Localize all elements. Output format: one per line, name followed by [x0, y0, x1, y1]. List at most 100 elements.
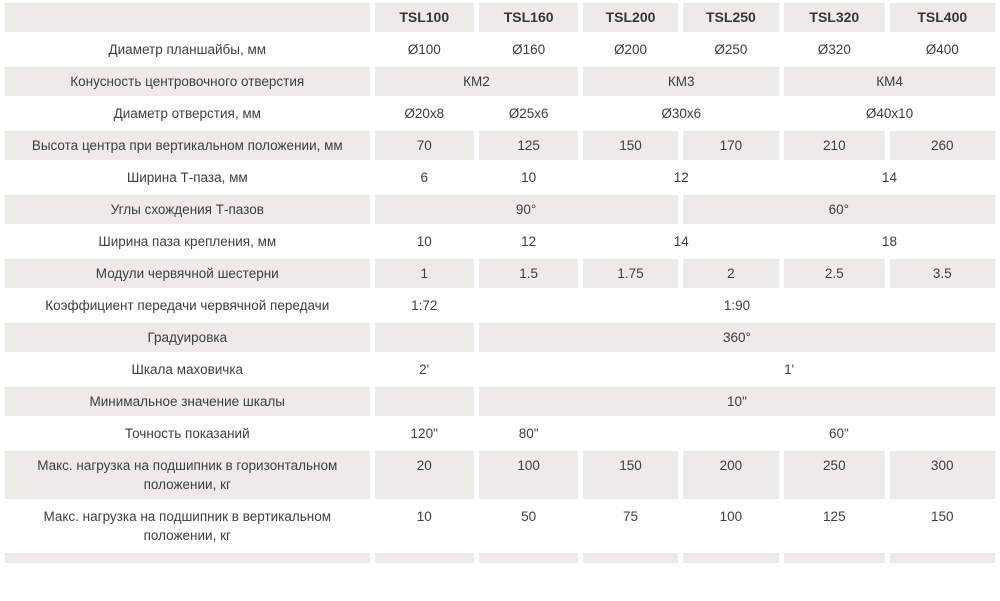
- value-cell: КМ4: [784, 67, 995, 96]
- value-cell: [784, 553, 885, 563]
- value-cell: 150: [583, 131, 678, 160]
- column-header: TSL250: [682, 3, 780, 32]
- value-cell: 1': [583, 355, 995, 384]
- value-cell: 125: [784, 502, 885, 550]
- value-cell: 150: [583, 451, 678, 499]
- value-cell: Ø30x6: [583, 99, 780, 128]
- value-cell: 125: [478, 131, 579, 160]
- table-row: Точность показаний 120" 80" 60": [5, 419, 995, 448]
- value-cell: 2: [682, 259, 780, 288]
- value-cell: [583, 419, 678, 448]
- table-row: Конусность центровочного отверстия КМ2 КМ3…: [5, 67, 995, 96]
- value-cell: [478, 355, 579, 384]
- column-header: TSL400: [889, 3, 995, 32]
- value-cell: 60°: [682, 195, 995, 224]
- value-cell: Ø320: [784, 35, 885, 64]
- table-row: Коэффициент передачи червячной передачи 1…: [5, 291, 995, 320]
- row-label: Ширина Т-паза, мм: [5, 163, 370, 192]
- value-cell: 150: [889, 502, 995, 550]
- row-label: [5, 553, 370, 563]
- row-label: Углы схождения Т-пазов: [5, 195, 370, 224]
- table-row: [5, 553, 995, 563]
- value-cell: Ø250: [682, 35, 780, 64]
- header-row: TSL100 TSL160 TSL200 TSL250 TSL320 TSL400: [5, 3, 995, 32]
- value-cell: Ø20x8: [374, 99, 474, 128]
- row-label: Макс. нагрузка на подшипник в вертикальн…: [5, 502, 370, 550]
- row-label: Точность показаний: [5, 419, 370, 448]
- value-cell: [682, 553, 780, 563]
- value-cell: 80": [478, 419, 579, 448]
- value-cell: 90°: [374, 195, 678, 224]
- value-cell: 120": [374, 419, 474, 448]
- value-cell: 360°: [478, 323, 995, 352]
- specs-table: TSL100 TSL160 TSL200 TSL250 TSL320 TSL400 Диам…: [5, 3, 995, 563]
- value-cell: 260: [889, 131, 995, 160]
- row-label: Коэффициент передачи червячной передачи: [5, 291, 370, 320]
- value-cell: КМ3: [583, 67, 780, 96]
- value-cell: Ø160: [478, 35, 579, 64]
- row-label: Минимальное значение шкалы: [5, 387, 370, 416]
- value-cell: 10: [478, 163, 579, 192]
- value-cell: 1:72: [374, 291, 474, 320]
- column-header: TSL200: [583, 3, 678, 32]
- value-cell: 18: [784, 227, 995, 256]
- value-cell: [374, 323, 474, 352]
- value-cell: 2': [374, 355, 474, 384]
- row-label: Макс. нагрузка на подшипник в горизонтал…: [5, 451, 370, 499]
- value-cell: [583, 553, 678, 563]
- value-cell: 50: [478, 502, 579, 550]
- value-cell: 12: [478, 227, 579, 256]
- row-label: Градуировка: [5, 323, 370, 352]
- value-cell: 75: [583, 502, 678, 550]
- row-label: Диаметр отверстия, мм: [5, 99, 370, 128]
- value-cell: Ø100: [374, 35, 474, 64]
- value-cell: 14: [583, 227, 780, 256]
- column-header: TSL100: [374, 3, 474, 32]
- value-cell: 2.5: [784, 259, 885, 288]
- value-cell: 10: [374, 502, 474, 550]
- value-cell: 1:90: [478, 291, 995, 320]
- value-cell: 70: [374, 131, 474, 160]
- table-row: Ширина Т-паза, мм 6 10 12 14: [5, 163, 995, 192]
- value-cell: Ø400: [889, 35, 995, 64]
- value-cell: 1.75: [583, 259, 678, 288]
- value-cell: 20: [374, 451, 474, 499]
- value-cell: [374, 387, 474, 416]
- table-row: Шкала маховичка 2' 1': [5, 355, 995, 384]
- row-label: Ширина паза крепления, мм: [5, 227, 370, 256]
- row-label: Конусность центровочного отверстия: [5, 67, 370, 96]
- value-cell: 60": [682, 419, 995, 448]
- value-cell: 1: [374, 259, 474, 288]
- table-row: Градуировка 360°: [5, 323, 995, 352]
- table-row: Углы схождения Т-пазов 90° 60°: [5, 195, 995, 224]
- value-cell: 100: [478, 451, 579, 499]
- value-cell: 12: [583, 163, 780, 192]
- value-cell: 10": [478, 387, 995, 416]
- row-label: Шкала маховичка: [5, 355, 370, 384]
- value-cell: 100: [682, 502, 780, 550]
- table-row: Модули червячной шестерни 1 1.5 1.75 2 2.5 3.5: [5, 259, 995, 288]
- value-cell: Ø25x6: [478, 99, 579, 128]
- column-header: TSL160: [478, 3, 579, 32]
- value-cell: 1.5: [478, 259, 579, 288]
- table-row: Минимальное значение шкалы 10": [5, 387, 995, 416]
- value-cell: 250: [784, 451, 885, 499]
- table-row: Макс. нагрузка на подшипник в вертикальн…: [5, 502, 995, 550]
- value-cell: 14: [784, 163, 995, 192]
- value-cell: КМ2: [374, 67, 579, 96]
- value-cell: 6: [374, 163, 474, 192]
- value-cell: 10: [374, 227, 474, 256]
- table-row: Ширина паза крепления, мм 10 12 14 18: [5, 227, 995, 256]
- value-cell: 210: [784, 131, 885, 160]
- table-row: Диаметр планшайбы, мм Ø100 Ø160 Ø200 Ø250 Ø32…: [5, 35, 995, 64]
- table-row: Высота центра при вертикальном положении…: [5, 131, 995, 160]
- table-row: Макс. нагрузка на подшипник в горизонтал…: [5, 451, 995, 499]
- value-cell: 200: [682, 451, 780, 499]
- row-label: Диаметр планшайбы, мм: [5, 35, 370, 64]
- value-cell: Ø40x10: [784, 99, 995, 128]
- row-label: Модули червячной шестерни: [5, 259, 370, 288]
- value-cell: 3.5: [889, 259, 995, 288]
- column-header: TSL320: [784, 3, 885, 32]
- value-cell: [374, 553, 474, 563]
